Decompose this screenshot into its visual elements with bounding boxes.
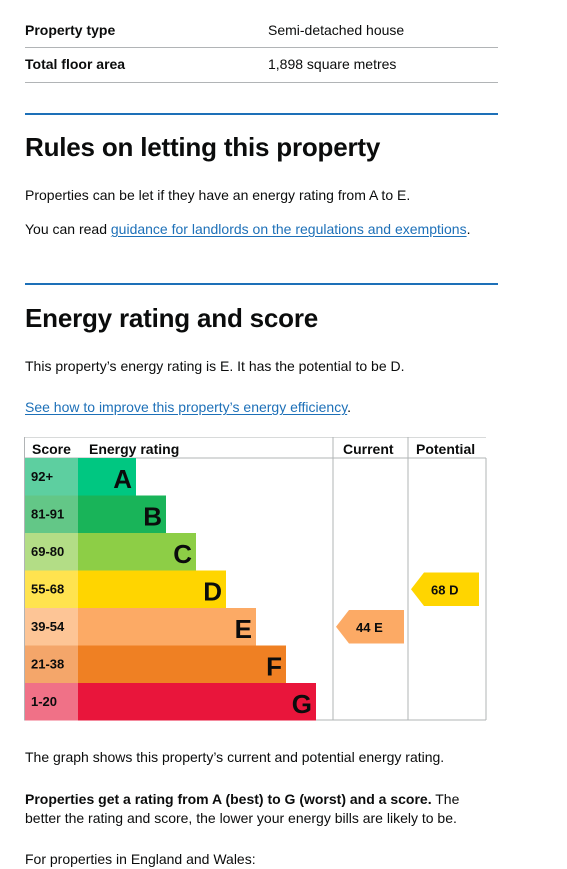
potential-rating-arrow: 68 D [411,572,479,606]
rating-letter: G [292,689,312,719]
header-score: Score [32,441,71,457]
header-current: Current [343,441,394,457]
rating-letter: C [173,539,192,569]
header-potential: Potential [416,441,475,457]
rating-bar [78,645,286,683]
summary-key: Total floor area [25,56,126,72]
score-cell [25,495,78,533]
band-a: 92+ A [25,458,136,496]
score-label: 92+ [31,469,53,484]
rating-bar [78,458,136,496]
arrow-label: 68 D [431,582,458,597]
rating-letter: B [143,502,162,532]
rating-bar [78,533,196,571]
band-g: 1-20 G [25,683,316,721]
summary-key: Property type [25,22,116,38]
graph-caption: The graph shows this property’s current … [25,749,445,765]
score-cell [25,533,78,571]
arrow-shape [411,572,479,606]
energy-rating-chart: Score Energy rating Current Potential 92… [24,437,487,721]
summary-row-floor-area: Total floor area 1,898 square metres [25,48,498,83]
rating-letter: A [113,464,132,494]
band-e: 39-54 E [25,608,256,646]
energy-rating-paragraph: This property’s energy rating is E. It h… [25,358,405,374]
improve-efficiency-link[interactable]: See how to improve this property’s energ… [25,399,348,415]
summary-row-property-type: Property type Semi-detached house [25,18,498,48]
rating-bar [78,608,256,646]
header-energy-rating: Energy rating [89,441,179,457]
score-cell [25,570,78,608]
band-d: 55-68 D [25,570,226,608]
rating-bar [78,570,226,608]
rating-letter: E [235,614,252,644]
summary-value: Semi-detached house [268,22,405,38]
score-label: 39-54 [31,619,65,634]
arrow-shape [336,610,404,644]
letting-heading: Rules on letting this property [25,132,381,162]
rating-bar [78,683,316,721]
section-divider [25,283,498,285]
cutoff-text: For properties in England and Wales: [25,851,256,867]
score-label: 21-38 [31,657,64,672]
letting-paragraph: Properties can be let if they have an en… [25,187,411,203]
score-cell [25,683,78,721]
score-label: 1-20 [31,694,57,709]
rating-explanation-bold: Properties get a rating from A (best) to… [25,791,432,807]
summary-value: 1,898 square metres [268,56,397,72]
score-cell [25,458,78,496]
rating-arrows: 44 E 68 D [336,572,479,644]
band-c: 69-80 C [25,533,196,571]
band-b: 81-91 B [25,495,166,533]
current-rating-arrow: 44 E [336,610,404,644]
improve-paragraph: See how to improve this property’s energ… [25,398,495,417]
rating-bar [78,495,166,533]
rating-bands: 92+ A 81-91 B 69-80 C 55-68 D 39-54 E 21-38 F 1-20 G [25,458,316,721]
score-cell [25,608,78,646]
score-label: 81-91 [31,507,64,522]
rating-explanation-rest: The better the rating and score, the low… [25,791,460,826]
improve-suffix: . [347,399,352,415]
guidance-suffix: . [466,221,471,237]
rating-explanation: Properties get a rating from A (best) to… [25,790,495,828]
score-label: 69-80 [31,544,64,559]
section-divider [25,113,498,115]
rating-letter: D [203,577,222,607]
arrow-label: 44 E [356,620,383,635]
rating-letter: F [266,652,282,682]
score-label: 55-68 [31,582,64,597]
band-f: 21-38 F [25,645,286,683]
letting-guidance-paragraph: You can read guidance for landlords on t… [25,220,495,239]
energy-heading: Energy rating and score [25,303,319,333]
guidance-prefix: You can read [25,221,111,237]
landlord-guidance-link[interactable]: guidance for landlords on the regulation… [110,221,467,237]
score-cell [25,645,78,683]
